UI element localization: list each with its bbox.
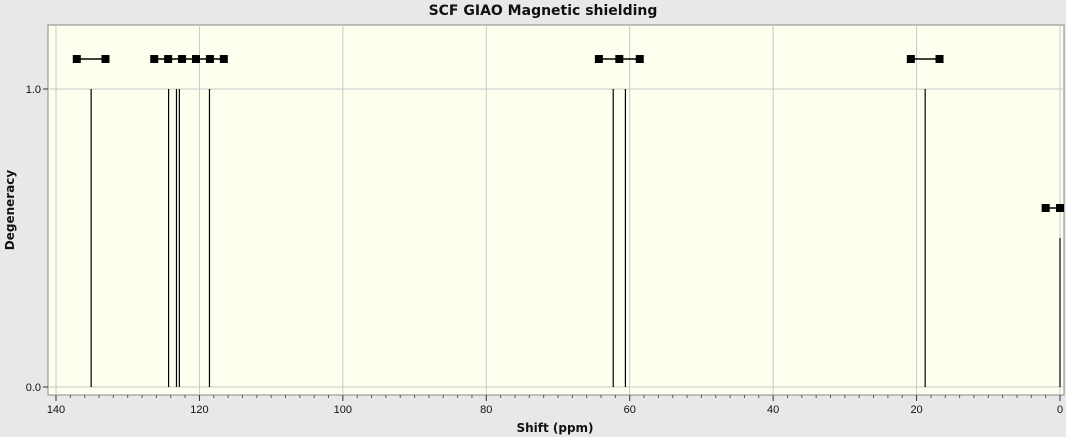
peak-marker-handle <box>935 55 944 63</box>
peak-marker-handle <box>594 55 603 63</box>
peak-marker-handle <box>1056 204 1064 212</box>
peak-marker-handle <box>635 55 644 63</box>
x-tick-label: 60 <box>624 404 636 416</box>
y-axis: 0.0 1.0 <box>26 84 48 394</box>
peak-marker-handle <box>191 55 200 63</box>
peak-marker-handle <box>101 55 110 63</box>
y-tick-label: 0.0 <box>26 382 41 394</box>
x-tick-label: 80 <box>480 404 492 416</box>
y-tick-label: 1.0 <box>26 84 41 96</box>
chart-title: SCF GIAO Magnetic shielding <box>429 3 658 19</box>
x-axis: 140 120 100 80 60 40 20 0 <box>47 395 1063 416</box>
x-tick-label: 0 <box>1057 404 1063 416</box>
y-axis-label: Degeneracy <box>3 170 17 251</box>
peak-marker-handle <box>1041 204 1050 212</box>
x-tick-label: 20 <box>910 404 922 416</box>
plot-area <box>47 24 1065 396</box>
peak-marker-handle <box>906 55 915 63</box>
x-tick-label: 120 <box>190 404 208 416</box>
x-tick-label: 140 <box>47 404 65 416</box>
peak-marker-handle <box>72 55 81 63</box>
peak-marker-handle <box>205 55 214 63</box>
x-axis-label: Shift (ppm) <box>516 421 593 435</box>
peak-marker-handle <box>178 55 187 63</box>
peak-marker-handle <box>219 55 228 63</box>
peak-series <box>90 89 1061 387</box>
x-tick-label: 40 <box>767 404 779 416</box>
peak-marker-handle <box>150 55 159 63</box>
peak-marker-handle <box>164 55 173 63</box>
peak-marker-handle <box>615 55 624 63</box>
grid-lines <box>48 25 1064 395</box>
peak-markers <box>72 55 1064 212</box>
x-tick-label: 100 <box>334 404 352 416</box>
